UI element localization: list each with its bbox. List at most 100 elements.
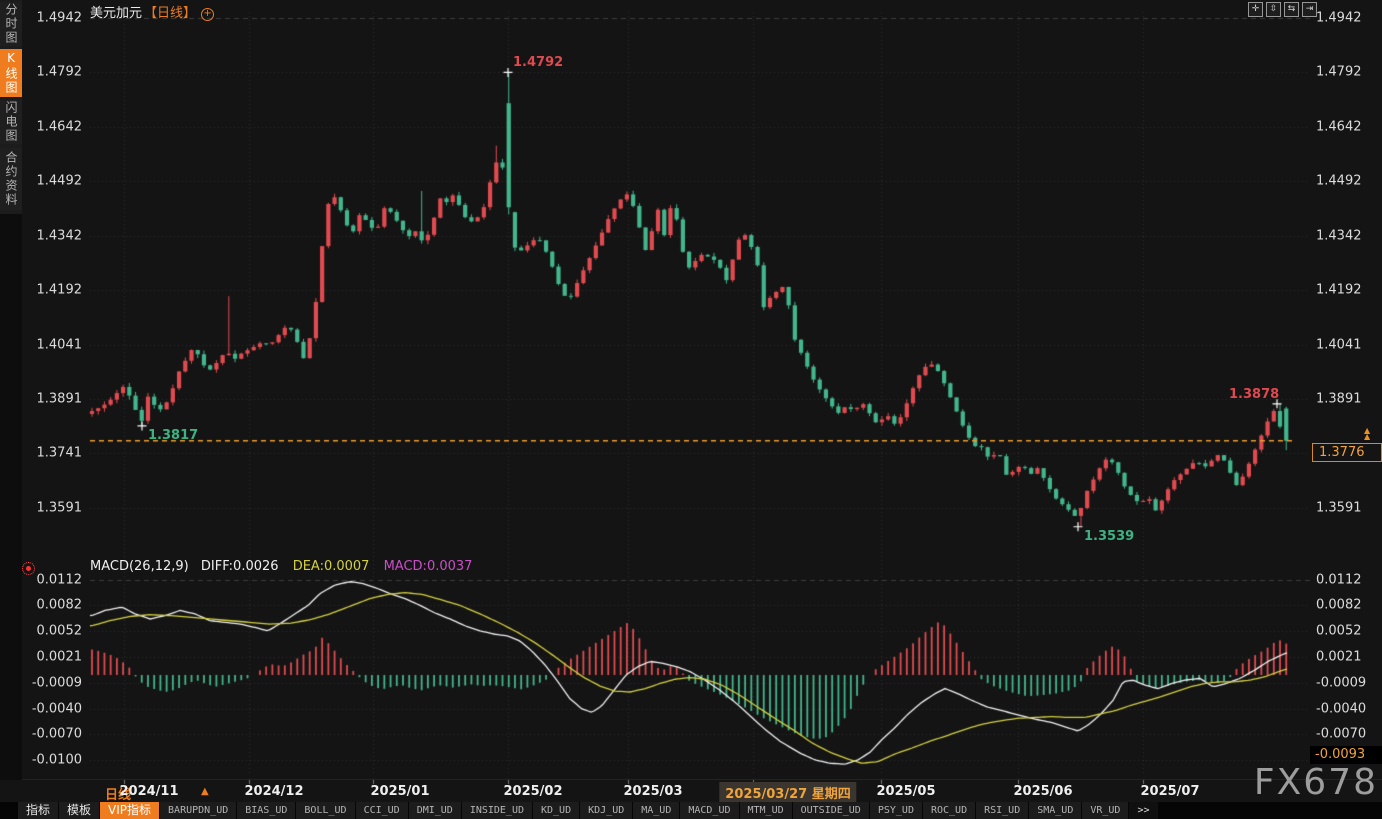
axis-tick-label: 0.0082 (1316, 597, 1362, 613)
axis-tick-label: 1.4041 (36, 337, 83, 353)
axis-tick-label: 1.4192 (1316, 282, 1362, 298)
tab-vr_ud[interactable]: VR_UD (1082, 802, 1130, 819)
price-axis-left: 1.4942 1.4792 1.4642 1.4492 1.4342 1.4192 1.40… (0, 0, 84, 780)
period-dropdown-arrow-icon[interactable]: ▲ (201, 786, 209, 797)
current-price-box: 1.3776 (1312, 443, 1382, 462)
macd-diff-value: DIFF:0.0026 (200, 559, 279, 574)
x-axis-month-label: 2025/03 (623, 784, 683, 799)
tab-outside_ud[interactable]: OUTSIDE_UD (792, 802, 870, 819)
axis-tick-label: 1.4492 (36, 173, 83, 189)
axis-tick-label: 1.3591 (36, 500, 83, 516)
sidebar-item-view[interactable]: 分时图 (0, 2, 22, 46)
highlighted-date: 2025/03/27 星期四 (719, 782, 857, 803)
axis-tick-label: 0.0052 (36, 623, 83, 639)
axis-tick-label: 1.3591 (1316, 500, 1362, 516)
tab-bias_ud[interactable]: BIAS_UD (237, 802, 297, 819)
price-up-arrow-icon: ▲ ▲ (1364, 426, 1371, 441)
macd-header: MACD(26,12,9) DIFF:0.0026 DEA:0.0007 MAC… (90, 559, 472, 574)
axis-tick-label: 1.4642 (36, 119, 83, 135)
sidebar-item-view[interactable]: 合约资料 (0, 148, 22, 210)
tab-macd_ud[interactable]: MACD_UD (680, 802, 740, 819)
axis-tick-label: 1.4192 (36, 282, 83, 298)
period-badge: 【日线】 (144, 6, 197, 21)
axis-tick-label: -0.0040 (31, 701, 82, 717)
x-axis-month-label: 2025/05 (876, 784, 936, 799)
axis-tick-label: 1.4792 (36, 64, 83, 80)
macd-macd-value: MACD:0.0037 (383, 559, 473, 574)
x-axis: 日线 ▲ 2025/03/27 星期四 2024/11 2024/12 2025/0… (0, 779, 1382, 803)
x-axis-month-label: 2025/07 (1140, 784, 1200, 799)
tab-roc_ud[interactable]: ROC_UD (922, 802, 977, 819)
tab-more[interactable]: >> (1129, 802, 1159, 819)
tab-模板[interactable]: 模板 (59, 802, 101, 819)
axis-tick-label: 1.4642 (1316, 119, 1362, 135)
macd-axis-right: 0.0112 0.0082 0.0052 0.0021 -0.0009 -0.0040 -0… (1314, 0, 1382, 780)
tab-psy_ud[interactable]: PSY_UD (869, 802, 923, 819)
x-axis-month-label: 2025/02 (503, 784, 563, 799)
axis-tick-label: 1.4942 (36, 10, 83, 26)
axis-tick-label: 1.3891 (36, 391, 83, 407)
x-axis-month-label: 2025/06 (1013, 784, 1073, 799)
pan-icon[interactable]: ✛ (1248, 2, 1263, 17)
chart-title: 美元加元 【日线】 + (90, 2, 215, 21)
tab-rsi_ud[interactable]: RSI_UD (976, 802, 1030, 819)
price-marker-label: 1.4792 (513, 55, 564, 71)
axis-tick-label: 0.0112 (36, 572, 83, 588)
price-marker-label: 1.3539 (1084, 528, 1135, 544)
tab-sma_ud[interactable]: SMA_UD (1029, 802, 1083, 819)
tab-boll_ud[interactable]: BOLL_UD (296, 802, 356, 819)
tab-barupdn_ud[interactable]: BARUPDN_UD (160, 802, 238, 819)
axis-tick-label: 1.4342 (36, 228, 83, 244)
axis-tick-label: 1.4792 (1316, 64, 1362, 80)
axis-tick-label: 1.4342 (1316, 228, 1362, 244)
macd-current-value-box: -0.0093 (1310, 746, 1382, 764)
axis-tick-label: -0.0070 (31, 726, 82, 742)
axis-tick-label: -0.0009 (1316, 675, 1367, 691)
snap-right-icon[interactable]: ⇥ (1302, 2, 1317, 17)
indicator-tabbar: 指标 模板 VIP指标 BARUPDN_UD BIAS_UD BOLL_UD CCI_UD D… (0, 802, 1382, 819)
axis-tick-label: 1.3891 (1316, 391, 1362, 407)
macd-dea-value: DEA:0.0007 (292, 559, 370, 574)
tab-kdj_ud[interactable]: KDJ_UD (580, 802, 634, 819)
price-marker-label: 1.3878 (1229, 386, 1280, 402)
tab-指标[interactable]: 指标 (18, 802, 60, 819)
watermark: FX678 (1253, 762, 1378, 803)
axis-tick-label: 0.0021 (1316, 649, 1362, 665)
x-axis-month-label: 2025/01 (370, 784, 430, 799)
tab-cci_ud[interactable]: CCI_UD (355, 802, 409, 819)
tab-ma_ud[interactable]: MA_UD (633, 802, 681, 819)
axis-tick-label: -0.0070 (1316, 726, 1367, 742)
scale-y-axis-icon[interactable]: ⇳ (1266, 2, 1281, 17)
macd-settings-icon[interactable] (22, 562, 35, 575)
tab-kd_ud[interactable]: KD_UD (533, 802, 581, 819)
axis-tick-label: 1.4492 (1316, 173, 1362, 189)
chart-toolbar: ✛ ⇳ ⇆ ⇥ (1248, 2, 1317, 17)
tab-dmi_ud[interactable]: DMI_UD (408, 802, 462, 819)
tab-mtm_ud[interactable]: MTM_UD (739, 802, 793, 819)
axis-tick-label: 0.0021 (36, 649, 83, 665)
x-axis-month-label: 2024/11 (119, 784, 179, 799)
axis-tick-label: 1.4942 (1316, 10, 1362, 26)
symbol-name: 美元加元 (90, 6, 143, 21)
axis-tick-label: -0.0040 (1316, 701, 1367, 717)
axis-tick-label: 0.0082 (36, 597, 83, 613)
macd-params: MACD(26,12,9) (90, 559, 189, 574)
x-axis-month-label: 2024/12 (244, 784, 304, 799)
axis-tick-label: 0.0052 (1316, 623, 1362, 639)
tab-inside_ud[interactable]: INSIDE_UD (461, 802, 533, 819)
add-overlay-icon[interactable]: + (201, 8, 215, 21)
axis-tick-label: -0.0100 (31, 752, 82, 768)
axis-tick-label: 1.4041 (1316, 337, 1362, 353)
sidebar-item-view[interactable]: 闪电图 (0, 100, 22, 144)
chart-type-sidebar: 分时图 K线图闪电图合约资料 (0, 0, 22, 780)
scale-x-axis-icon[interactable]: ⇆ (1284, 2, 1299, 17)
price-axis-right: 1.4942 1.4792 1.4642 1.4492 1.4342 1.4192 1.40… (1314, 0, 1382, 780)
axis-tick-label: -0.0009 (31, 675, 82, 691)
period-selector[interactable]: 日线 (105, 788, 132, 803)
price-marker-label: 1.3817 (148, 427, 199, 443)
tab-vip指标[interactable]: VIP指标 (100, 802, 161, 819)
sidebar-item-active[interactable]: K线图 (0, 49, 22, 97)
axis-tick-label: 1.3741 (36, 445, 83, 461)
